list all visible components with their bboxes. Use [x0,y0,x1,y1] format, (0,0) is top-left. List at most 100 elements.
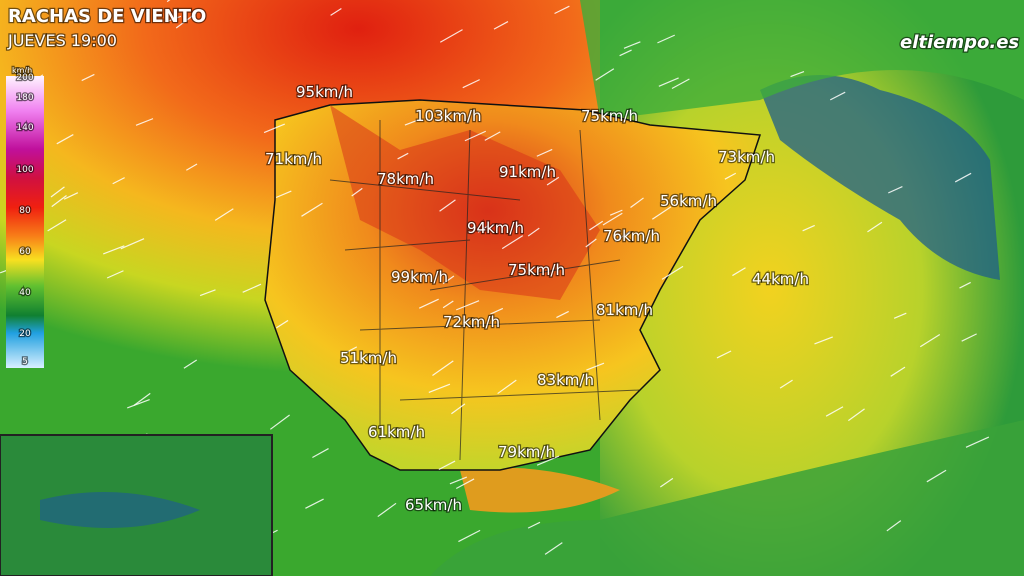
arrow [112,177,125,185]
arrow [602,212,623,226]
wind-label: 79km/h [498,443,555,461]
wind-label: 95km/h [296,83,353,101]
arrow [344,346,358,354]
france [580,0,1024,120]
arrow [484,131,501,141]
arrow [397,152,409,160]
wind-label: 99km/h [391,268,448,286]
arrow [449,476,468,485]
arrow [867,221,883,233]
arrow [301,202,323,217]
arrow [595,68,615,81]
arrow [47,219,67,232]
arrow [658,77,679,87]
legend-tick: 200 [16,73,33,83]
wind-label: 51km/h [340,349,397,367]
legend-tick: 180 [16,93,33,103]
arrow [103,245,125,255]
title: RACHAS DE VIENTO [8,6,206,27]
arrow [276,319,289,329]
arrow [477,225,489,233]
legend-tick: 80 [19,206,31,216]
arrow [275,190,292,199]
arrow [623,41,641,49]
strong-gusts [330,105,600,300]
wind-label: 78km/h [377,170,434,188]
arrow [63,192,79,200]
arrow [959,281,971,289]
arrow [404,118,422,126]
arrow [242,283,262,293]
legend-unit: km/h [12,66,32,75]
legend-bar [6,76,44,368]
wind-label: 75km/h [581,107,638,125]
alboran [460,467,620,513]
arrow [456,300,480,311]
arrow [961,333,977,342]
arrow [848,408,865,422]
arrow [462,79,480,89]
inset-calm [40,492,200,528]
legend-tick: 40 [19,288,31,298]
arrow [455,478,475,490]
wind-label: 91km/h [499,163,556,181]
arrow [965,436,990,448]
arrow [442,300,454,309]
arrow [614,230,631,243]
arrow [536,455,560,466]
arrow [438,460,456,471]
arrow [418,298,439,309]
arrow [888,186,903,194]
subtitle: JUEVES 19:00 [7,31,117,50]
arrow [657,34,676,44]
legend-tick: 20 [19,329,31,339]
arrow [659,477,674,488]
wind-label: 61km/h [368,423,425,441]
arrow [926,469,947,483]
arrow [186,163,198,171]
arrow [330,7,342,16]
arrow [732,267,746,277]
arrow [50,186,65,198]
arrow [609,209,623,216]
arrow [716,350,732,359]
wind-label: 73km/h [718,148,775,166]
arrow [51,194,67,208]
arrow [527,227,540,237]
arrow [779,379,793,389]
arrow [442,275,455,285]
arrow [829,91,846,101]
arrow [585,238,597,248]
arrow [183,359,198,369]
arrow [214,208,234,221]
arrow [893,312,907,319]
legend-tick: 60 [19,247,31,257]
arrow [544,542,563,555]
arrow [661,265,684,280]
arrow [168,15,182,22]
arrow [464,130,487,142]
legend-tick: 140 [16,123,33,133]
arrow [954,172,972,183]
wind-label: 72km/h [443,313,500,331]
arrow [451,403,466,415]
wind-label: 76km/h [603,227,660,245]
arrow [619,49,632,57]
wind-label: 81km/h [596,301,653,319]
wind-label: 83km/h [537,371,594,389]
arrow [263,123,286,134]
arrow [630,197,644,209]
arrow [554,5,570,15]
arrow [428,383,451,394]
arrow [724,172,737,180]
arrow [501,235,524,250]
arrow [814,336,833,345]
arrow [120,238,145,250]
arrow [919,333,941,348]
wind-label: 44km/h [752,270,809,288]
arrow [671,78,690,89]
calm-zone [760,75,1000,280]
arrow [589,220,604,231]
arrow [127,398,150,409]
arrow [269,414,290,430]
